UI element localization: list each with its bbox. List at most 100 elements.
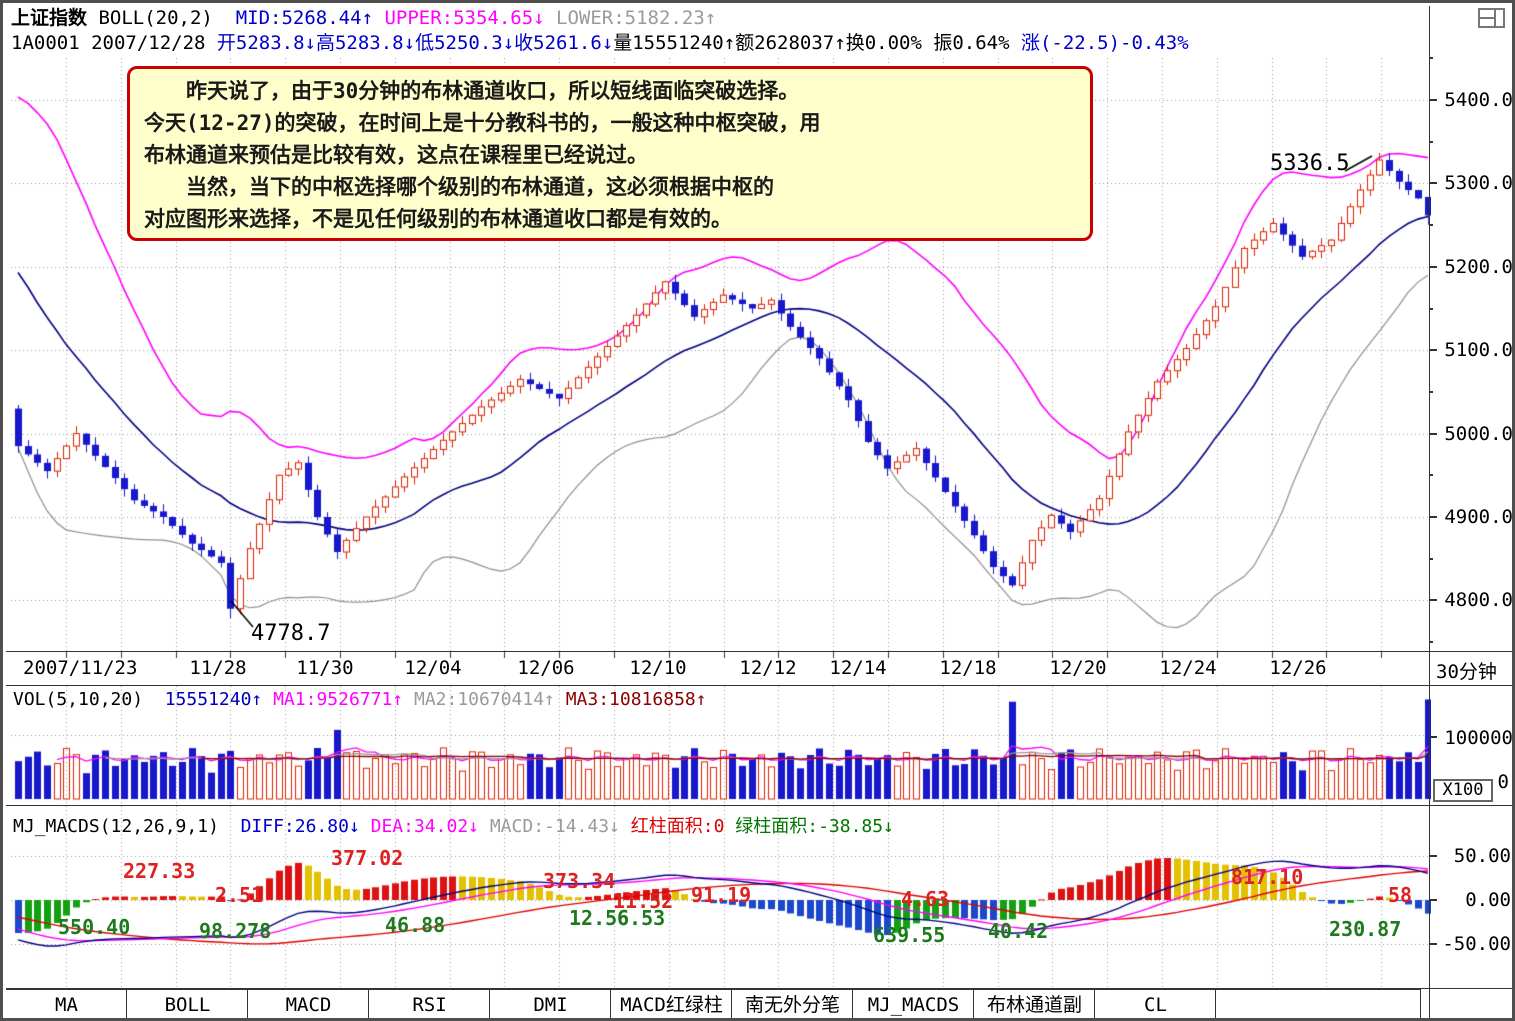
quote-field: BOLL(20,2): [98, 7, 236, 29]
header-line-2: 1A0001 2007/12/28 开5283.8↓高5283.8↓低5250.…: [11, 31, 1189, 55]
window-layout-icon[interactable]: [1478, 8, 1505, 28]
axis-minor-tick: [1429, 140, 1433, 143]
macd-legend-field: MJ_MACDS(12,26,9,1): [13, 816, 241, 837]
quote-field: 振0.64%: [933, 32, 1021, 54]
volume-axis-label: 100000: [1444, 727, 1513, 749]
macd-legend-field: MACD:-14.43↓: [489, 816, 631, 837]
axis-tick: [1429, 855, 1437, 857]
macd-value-label: 58: [1388, 883, 1413, 907]
axis-tick: [1429, 265, 1437, 268]
axis-minor-tick: [1429, 224, 1433, 227]
quote-field: 高5283.8↓: [315, 32, 416, 54]
macd-axis-label: 0.00: [1465, 889, 1511, 911]
date-axis-label: 12/24: [1159, 657, 1217, 679]
divider: [6, 805, 1512, 806]
axis-tick: [1429, 899, 1437, 901]
axis-tick: [1429, 432, 1437, 435]
date-axis-label: 12/04: [404, 657, 462, 679]
volume-chart[interactable]: [11, 686, 1431, 805]
macd-legend-field: DEA:34.02↓: [370, 816, 490, 837]
indicator-tab-MACD[interactable]: MACD: [248, 990, 369, 1018]
axis-tick: [1429, 599, 1437, 602]
date-axis-label: 12/06: [517, 657, 575, 679]
divider: [1429, 6, 1430, 1018]
macd-axis-label: 50.00: [1453, 845, 1511, 867]
date-axis-label: 12/26: [1269, 657, 1327, 679]
date-axis-label: 2007/11/23: [23, 657, 138, 679]
axis-tick: [1429, 516, 1437, 518]
period-label: 30分钟: [1436, 661, 1497, 683]
divider: [6, 685, 1512, 686]
axis-minor-tick: [1429, 641, 1433, 644]
volume-legend: VOL(5,10,20) 15551240↑ MA1:9526771↑ MA2:…: [13, 689, 707, 710]
axis-tick: [1429, 736, 1437, 738]
macd-chart[interactable]: [11, 806, 1431, 988]
date-axis-ticks: [11, 652, 1431, 662]
indicator-tab-布林通道副[interactable]: 布林通道副: [974, 990, 1095, 1018]
price-axis-label: 5000.0: [1444, 422, 1513, 445]
macd-axis-label: -50.00: [1442, 933, 1511, 955]
macd-legend-field: 绿柱面积:-38.85↓: [735, 816, 894, 837]
price-axis-label: 5100.0: [1444, 339, 1513, 362]
volume-legend-field: 15551240↑: [164, 689, 274, 710]
macd-value-label: 639.55: [873, 923, 946, 947]
quote-field: 额2628037↑: [735, 32, 846, 54]
divider: [6, 988, 1512, 989]
note-line: 当然，当下的中枢选择哪个级别的布林通道，这必须根据中枢的: [144, 175, 774, 199]
macd-legend-field: DIFF:26.80↓: [240, 816, 371, 837]
axis-minor-tick: [1429, 307, 1433, 310]
macd-value-label: 11.52: [613, 889, 674, 913]
quote-field: 涨(-22.5)-0.43%: [1020, 32, 1189, 54]
macd-value-label: 377.02: [331, 846, 404, 870]
quote-field: MID:5268.44↑: [235, 7, 385, 29]
axis-tick: [1429, 349, 1437, 352]
indicator-tab-bar: MA BOLL MACD RSI DMI MACD红绿柱 南无外分笔 MJ_MACDS 布林通道…: [6, 989, 1421, 1018]
price-annotation: 5336.5: [1270, 151, 1350, 176]
axis-tick: [1429, 943, 1437, 945]
header-line-1: 上证指数 BOLL(20,2) MID:5268.44↑ UPPER:5354.…: [11, 6, 716, 30]
indicator-tab-MJ_MACDS[interactable]: MJ_MACDS: [853, 990, 974, 1018]
indicator-tab-CL[interactable]: CL: [1095, 990, 1216, 1018]
indicator-tab-DMI[interactable]: DMI: [490, 990, 611, 1018]
volume-legend-field: MA3:10816858↑: [565, 689, 707, 710]
annotation-note: 昨天说了，由于30分钟的布林通道收口，所以短线面临突破选择。 今天(12-27)的…: [127, 66, 1093, 241]
macd-value-label: 91.19: [691, 883, 752, 907]
axis-minor-tick: [1429, 557, 1433, 560]
axis-tick: [1429, 182, 1437, 185]
price-axis-label: 5400.0: [1444, 89, 1513, 111]
indicator-tab-RSI[interactable]: RSI: [369, 990, 490, 1018]
axis-tick: [1429, 99, 1437, 101]
quote-field: 换0.00%: [845, 32, 934, 54]
price-annotation: 4778.7: [251, 621, 331, 646]
axis-minor-tick: [1429, 390, 1433, 393]
quote-field: 开5283.8↓: [216, 32, 316, 54]
macd-legend-field: 红柱面积:0: [630, 816, 736, 837]
date-axis-label: 11/30: [296, 657, 354, 679]
note-line: 对应图形来选择，不是见任何级别的布林通道收口都是有效的。: [144, 207, 732, 231]
volume-legend-field: MA2:10670414↑: [413, 689, 566, 710]
indicator-tab-BOLL[interactable]: BOLL: [127, 990, 248, 1018]
macd-legend: MJ_MACDS(12,26,9,1) DIFF:26.80↓ DEA:34.0…: [13, 812, 894, 838]
date-axis-label: 11/28: [189, 657, 247, 679]
quote-field: 1A0001 2007/12/28: [11, 32, 217, 54]
indicator-tab-MA[interactable]: MA: [6, 990, 127, 1018]
note-line: 昨天说了，由于30分钟的布林通道收口，所以短线面临突破选择。: [144, 79, 800, 103]
indicator-tab-MACD红绿柱[interactable]: MACD红绿柱: [611, 990, 732, 1018]
note-line: 今天(12-27)的突破，在时间上是十分教科书的，一般这种中枢突破，用: [144, 111, 821, 135]
macd-value-label: 6.53: [617, 906, 666, 930]
macd-value-label: 12.56: [569, 906, 630, 930]
macd-value-label: 2.51: [215, 883, 264, 907]
macd-value-label: 40.42: [988, 919, 1049, 943]
macd-value-label: 4.63: [901, 887, 950, 911]
indicator-tab-南无外分笔[interactable]: 南无外分笔: [732, 990, 853, 1018]
price-axis-label: 5200.0: [1444, 255, 1513, 278]
date-axis-label: 12/18: [939, 657, 997, 679]
date-axis-label: 12/20: [1049, 657, 1107, 679]
date-axis-label: 12/12: [739, 657, 797, 679]
volume-unit-badge: X100: [1433, 779, 1493, 802]
note-line: 布林通道来预估是比较有效，这点在课程里已经说过。: [144, 143, 648, 167]
quote-field: 收5261.6↓: [514, 32, 614, 54]
quote-field: 上证指数: [11, 7, 99, 29]
macd-value-label: 46.88: [385, 913, 446, 937]
